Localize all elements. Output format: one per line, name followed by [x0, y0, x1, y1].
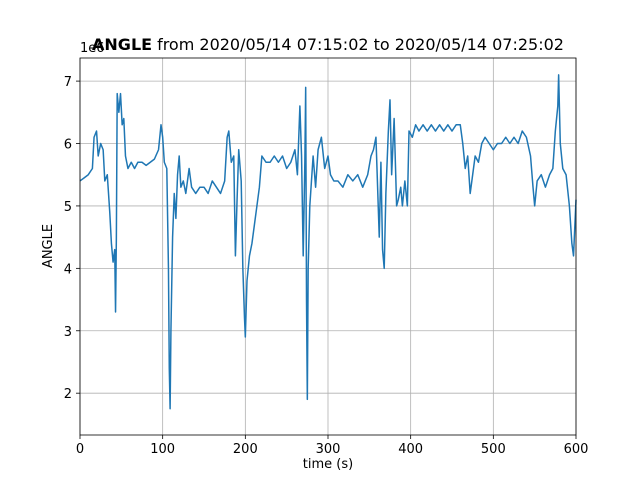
x-tick-label: 200: [233, 442, 258, 457]
title-rest: from 2020/05/14 07:15:02 to 2020/05/14 0…: [157, 35, 564, 54]
data-line: [79, 74, 577, 410]
y-tick-label: 7: [64, 75, 72, 90]
y-tick-label: 3: [64, 325, 72, 340]
x-tick-label: 300: [316, 442, 341, 457]
y-tick-label: 5: [64, 200, 72, 215]
plot-frame: [79, 57, 577, 436]
x-tick-label: 0: [76, 442, 84, 457]
y-axis-label: ANGLE: [41, 224, 56, 268]
y-tick-label: 2: [64, 387, 72, 402]
x-tick-label: 600: [564, 442, 589, 457]
x-tick-label: 500: [481, 442, 506, 457]
x-axis-label: time (s): [303, 457, 353, 472]
y-tick-label: 6: [64, 138, 72, 153]
x-tick-label: 100: [150, 442, 175, 457]
y-tick-label: 4: [64, 262, 72, 277]
chart-title: ANGLE from 2020/05/14 07:15:02 to 2020/05…: [92, 35, 564, 54]
y-offset-label: 1e6: [80, 41, 105, 56]
title-bold: ANGLE: [92, 35, 152, 54]
x-tick-label: 400: [398, 442, 423, 457]
